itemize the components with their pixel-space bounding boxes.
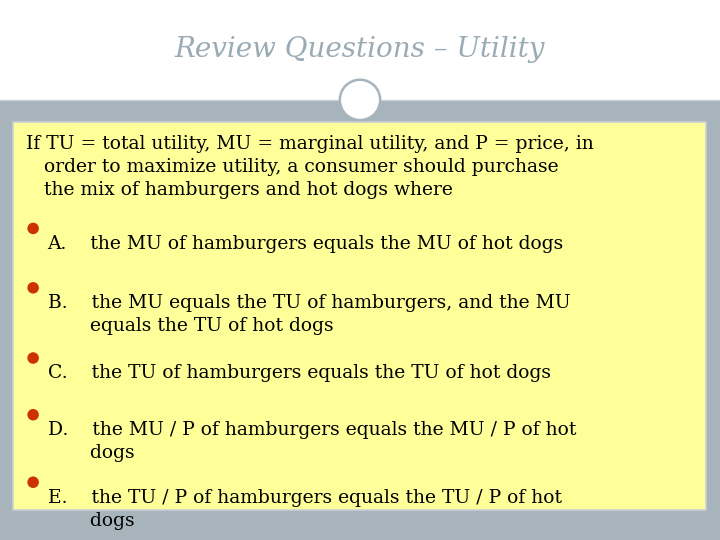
FancyBboxPatch shape bbox=[13, 122, 706, 510]
Ellipse shape bbox=[340, 80, 380, 120]
Ellipse shape bbox=[27, 409, 39, 421]
Text: B.    the MU equals the TU of hamburgers, and the MU
       equals the TU of hot: B. the MU equals the TU of hamburgers, a… bbox=[48, 294, 570, 335]
Ellipse shape bbox=[27, 222, 39, 234]
Ellipse shape bbox=[27, 476, 39, 488]
Text: C.    the TU of hamburgers equals the TU of hot dogs: C. the TU of hamburgers equals the TU of… bbox=[48, 364, 551, 382]
Ellipse shape bbox=[27, 352, 39, 364]
Text: D.    the MU / P of hamburgers equals the MU / P of hot
       dogs: D. the MU / P of hamburgers equals the M… bbox=[48, 421, 576, 462]
Text: If TU = total utility, MU = marginal utility, and P = price, in
   order to maxi: If TU = total utility, MU = marginal uti… bbox=[26, 135, 594, 199]
Text: Review Questions – Utility: Review Questions – Utility bbox=[175, 36, 545, 63]
FancyBboxPatch shape bbox=[0, 0, 720, 100]
Text: E.    the TU / P of hamburgers equals the TU / P of hot
       dogs: E. the TU / P of hamburgers equals the T… bbox=[48, 489, 562, 530]
Ellipse shape bbox=[27, 282, 39, 294]
Text: A.    the MU of hamburgers equals the MU of hot dogs: A. the MU of hamburgers equals the MU of… bbox=[48, 235, 564, 253]
